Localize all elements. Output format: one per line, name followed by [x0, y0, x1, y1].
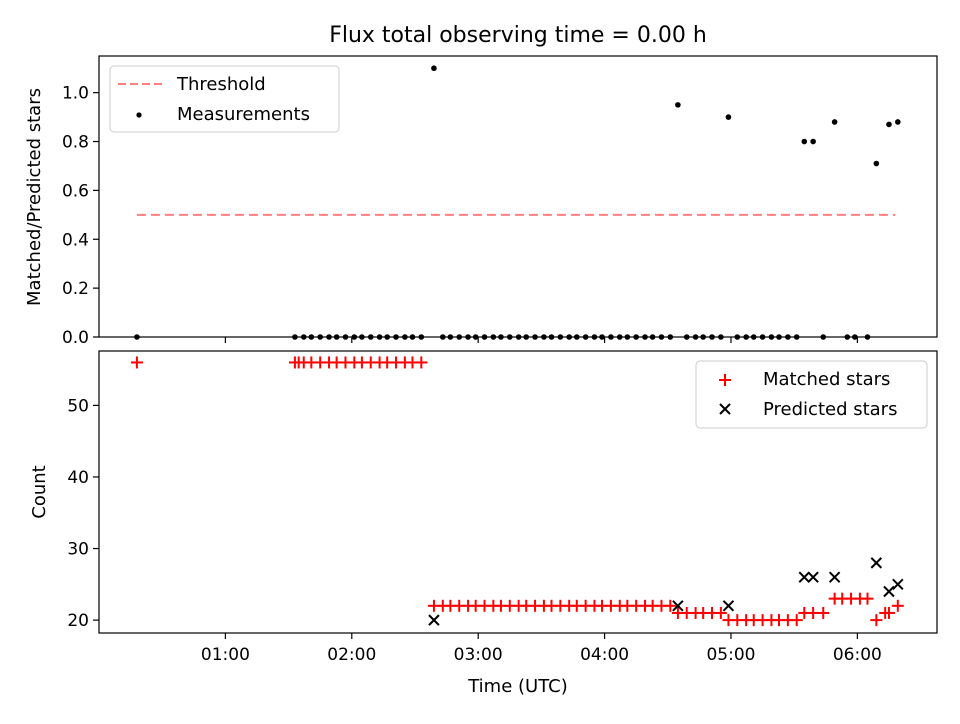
predicted-star-point [828, 571, 841, 583]
top-ytick-label: 0.2 [62, 279, 89, 299]
predicted-star-point [798, 571, 810, 583]
predicted-star-point [722, 600, 735, 612]
top-legend-box [109, 65, 340, 133]
legend-predicted-label: Predicted stars [763, 399, 897, 420]
top-ytick-label: 0.8 [62, 133, 89, 153]
bottom-plot-series [130, 356, 904, 627]
legend-matched-swatch [719, 374, 731, 386]
bottom-xtick-label: 01:00 [201, 645, 250, 665]
measurement-point [886, 121, 892, 128]
predicted-star-point [883, 585, 895, 598]
legend-matched-label: Matched stars [763, 369, 890, 390]
legend-predicted-swatch [719, 403, 731, 415]
bottom-ytick-label: 40 [67, 468, 89, 488]
predicted-star-point [807, 571, 819, 583]
top-ytick-label: 0.6 [62, 181, 89, 201]
bottom-ytick-label: 50 [67, 396, 89, 416]
predicted-star-point [892, 578, 904, 591]
bottom-axis-ticks: 20 30 40 50 01:00 02:00 03:00 04:00 05:00 06:00 [67, 396, 882, 665]
matched-star-point [664, 599, 677, 612]
measurement-point [831, 119, 838, 125]
matched-star-point [891, 599, 904, 612]
matched-star-point [415, 356, 428, 369]
matched-star-point [790, 614, 803, 627]
top-legend: Threshold Measurements [109, 65, 340, 133]
legend-threshold-label: Threshold [176, 74, 266, 95]
predicted-star-point [672, 600, 684, 612]
bottom-xtick-label: 05:00 [706, 645, 755, 665]
bottom-y-axis-label: Count [29, 465, 50, 518]
bottom-xtick-label: 04:00 [580, 645, 629, 665]
top-chart-title: Flux total observing time = 0.00 h [329, 23, 707, 48]
top-axes-frame [98, 55, 938, 338]
bottom-xtick-label: 03:00 [454, 645, 503, 665]
legend-measurements-label: Measurements [177, 104, 310, 125]
measurement-point [873, 160, 880, 167]
top-y-axis-label: Matched/Predicted stars [24, 88, 45, 306]
measurement-point [725, 114, 732, 120]
bottom-legend: Matched stars Predicted stars [695, 360, 928, 429]
predicted-star-point [428, 614, 440, 626]
legend-measurements-swatch [136, 112, 142, 118]
measurement-point [810, 138, 816, 145]
matched-star-point [861, 592, 874, 605]
matched-star-point [870, 614, 883, 627]
measurement-point [801, 138, 808, 145]
top-ytick-label: 0.0 [62, 328, 89, 348]
bottom-xtick-label: 02:00 [327, 645, 376, 665]
bottom-ytick-label: 30 [67, 540, 89, 560]
bottom-legend-box [695, 360, 928, 429]
matched-star-point [882, 606, 895, 619]
matched-star-point [130, 356, 143, 369]
top-ytick-label: 1.0 [62, 84, 89, 104]
bottom-x-axis-label: Time (UTC) [467, 676, 568, 697]
bottom-xtick-label: 06:00 [833, 645, 882, 665]
measurement-point [895, 119, 901, 125]
bottom-axes-frame [98, 350, 938, 634]
matched-star-point [714, 606, 727, 619]
top-ytick-label: 0.4 [62, 230, 89, 250]
measurement-point [431, 65, 437, 72]
predicted-star-point [870, 557, 883, 569]
top-axis-ticks: 0.0 0.2 0.4 0.6 0.8 1.0 [62, 84, 858, 348]
matched-star-point [807, 606, 820, 619]
matched-star-point [817, 606, 830, 619]
bottom-ytick-label: 20 [67, 611, 89, 631]
measurement-point [675, 102, 681, 108]
